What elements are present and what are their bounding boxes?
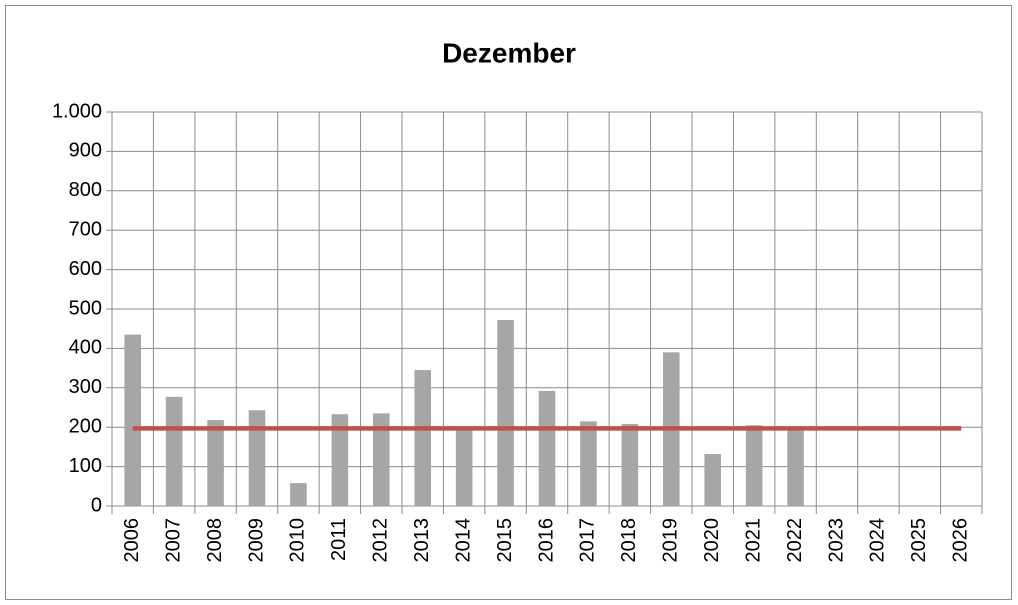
chart-border [5,5,1012,600]
bar [414,370,431,506]
x-tick-label: 2018 [618,518,640,563]
x-tick-label: 2022 [784,518,806,563]
x-tick-label: 2024 [867,518,889,563]
y-tick-label: 900 [69,140,102,162]
bar [331,414,349,506]
chart-title: Dezember [442,37,576,68]
bar [373,413,390,506]
bar [290,483,307,506]
bar [207,420,224,506]
y-tick-label: 100 [69,455,102,477]
x-tick-label: 2008 [204,518,226,563]
bar [455,428,473,506]
x-tick-label: 2020 [701,518,723,563]
x-tick-label: 2019 [660,518,682,563]
x-tick-label: 2026 [950,518,972,563]
x-tick-label: 2021 [742,518,764,563]
x-tick-label: 2011 [328,518,350,561]
bar [621,424,639,506]
bar [704,453,721,506]
x-tick-label: 2014 [452,518,474,563]
x-tick-label: 2006 [121,518,143,563]
bar [787,428,804,506]
x-tick-label: 2016 [535,518,557,563]
bar [538,390,556,506]
y-tick-label: 600 [69,258,102,280]
x-tick-label: 2013 [411,518,433,563]
y-tick-label: 300 [69,376,102,398]
x-tick-label: 2007 [162,518,184,563]
x-tick-label: 2025 [908,518,930,563]
bar [124,334,141,506]
bar [165,396,183,506]
bar [580,421,597,506]
bar [248,410,266,506]
y-tick-label: 200 [69,415,102,437]
y-tick-label: 500 [69,297,102,319]
x-tick-label: 2010 [287,518,309,563]
y-tick-label: 400 [69,337,102,359]
x-tick-label: 2012 [370,518,392,563]
y-tick-label: 800 [69,179,102,201]
y-tick-label: 0 [91,494,102,516]
y-tick-label: 700 [69,218,102,240]
bar [745,425,763,506]
x-tick-label: 2017 [577,518,599,563]
bar [497,320,514,506]
x-tick-label: 2023 [825,518,847,563]
y-tick-label: 1.000 [52,100,102,122]
x-tick-label: 2015 [494,518,516,563]
x-tick-label: 2009 [245,518,267,563]
